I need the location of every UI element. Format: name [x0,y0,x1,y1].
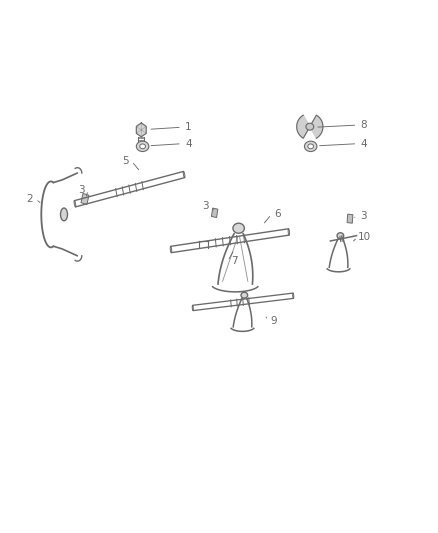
Bar [212,208,218,217]
Ellipse shape [308,144,314,149]
Bar [347,214,353,223]
Text: 7: 7 [231,256,237,266]
Text: 3: 3 [78,185,85,195]
Ellipse shape [183,172,185,177]
Ellipse shape [192,305,194,311]
Polygon shape [310,115,323,138]
Text: 3: 3 [360,211,367,221]
Ellipse shape [337,233,344,239]
Polygon shape [297,115,310,138]
Ellipse shape [74,200,76,207]
Text: 9: 9 [270,316,277,326]
Ellipse shape [288,229,290,235]
Text: 4: 4 [360,139,367,149]
Ellipse shape [306,123,314,130]
Ellipse shape [140,144,145,149]
Bar [81,193,89,205]
Ellipse shape [304,141,317,151]
Text: 5: 5 [122,156,128,166]
Text: 2: 2 [26,194,32,204]
Ellipse shape [241,292,247,298]
Polygon shape [136,123,146,137]
Text: 10: 10 [357,232,371,243]
Ellipse shape [233,223,244,233]
Ellipse shape [60,208,67,221]
Ellipse shape [136,141,149,151]
Text: 6: 6 [275,209,281,220]
Text: 4: 4 [185,139,192,149]
Text: 8: 8 [360,120,367,130]
Ellipse shape [293,293,294,298]
Text: 1: 1 [185,122,192,132]
Ellipse shape [170,246,172,253]
Text: 3: 3 [203,201,209,211]
